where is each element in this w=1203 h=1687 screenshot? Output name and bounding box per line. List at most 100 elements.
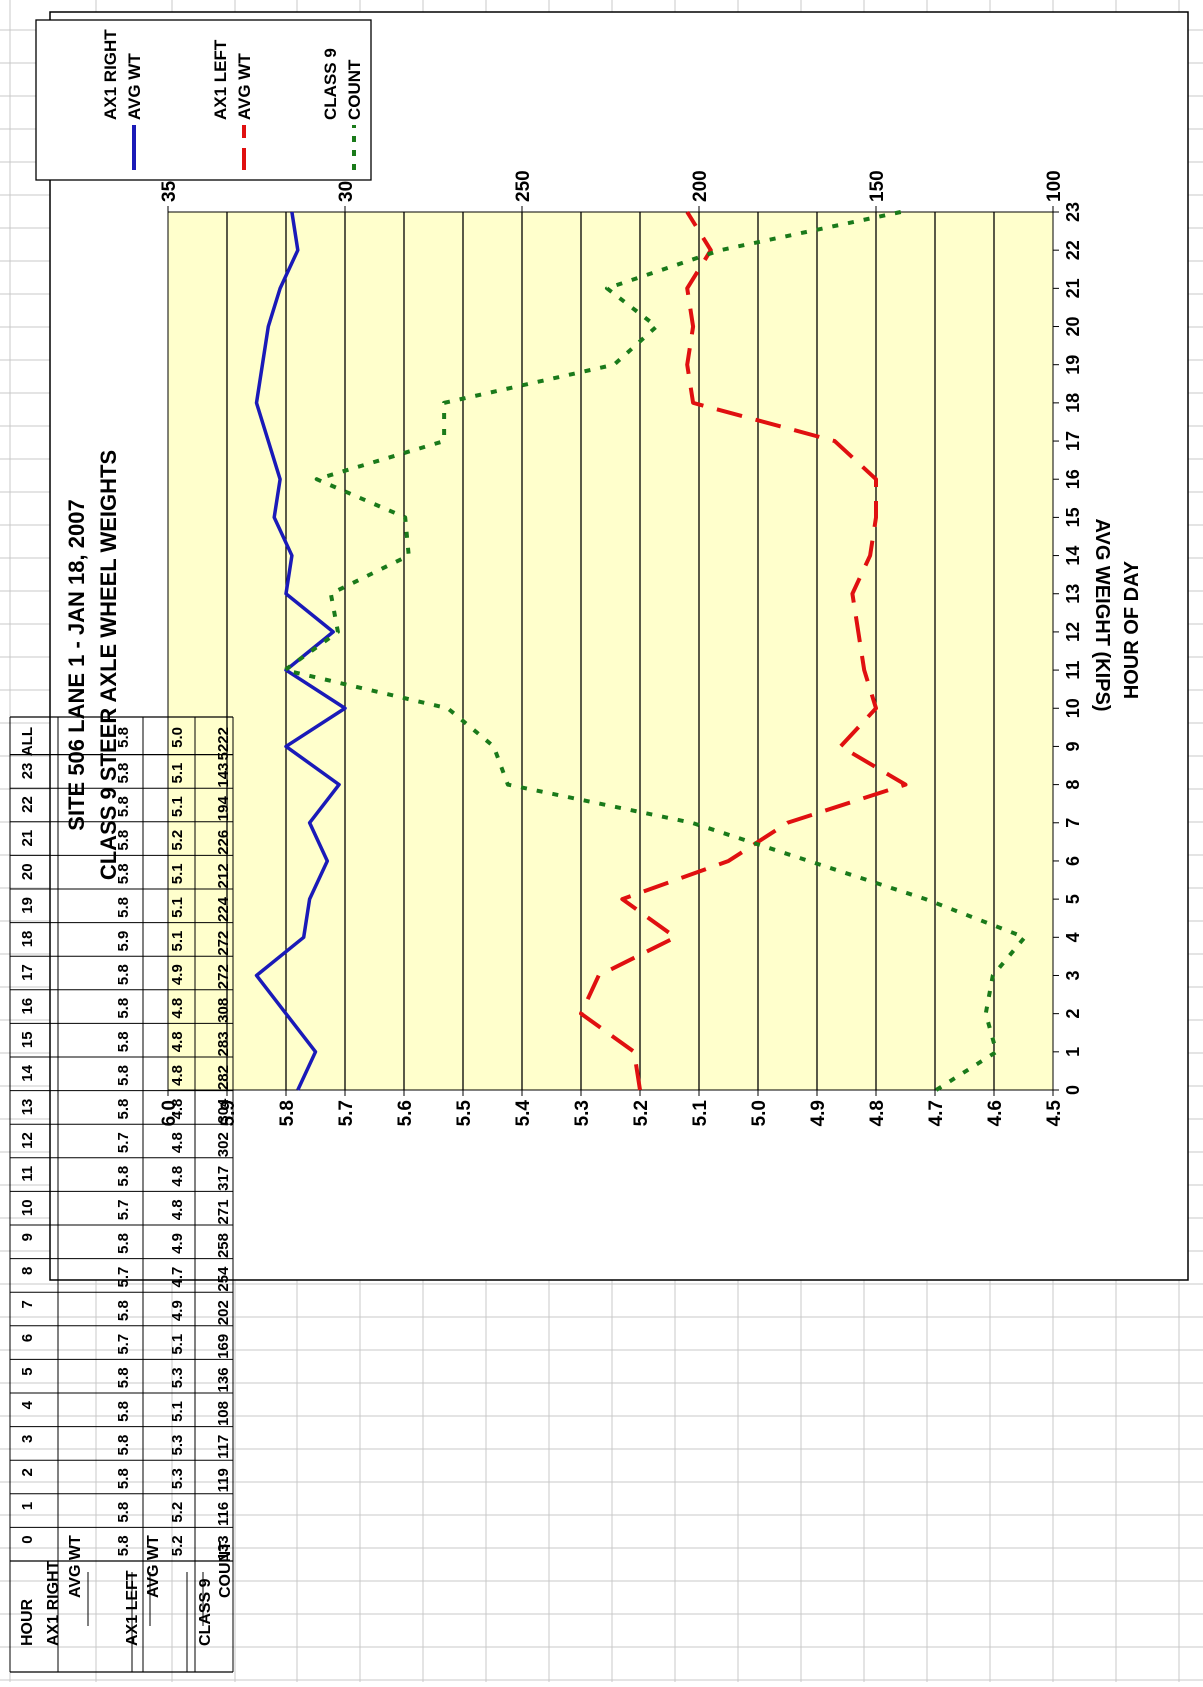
y-tick-label: 5.1 [690, 1100, 711, 1127]
table-total: ALL [19, 727, 36, 756]
y-tick-label: 5.2 [631, 1100, 652, 1126]
table-cell: 116 [215, 1502, 232, 1526]
table-cell: 5.8 [115, 1099, 132, 1120]
table-cell: 1 [19, 1502, 36, 1510]
x-tick-label: 0 [1063, 1085, 1083, 1095]
table-cell: 272 [215, 964, 232, 989]
y-tick-label: 5.5 [454, 1100, 475, 1127]
y-axis-label: AVG WEIGHT (KIPS) [1091, 519, 1113, 712]
x-tick-label: 21 [1063, 278, 1083, 298]
x-tick-label: 22 [1063, 240, 1083, 260]
chart-area: 6.0 5.9 5.8 5.7 5.6 5.5 5.4 5.3 5.2 5.1 5.0 4.9 4.8 4… [159, 170, 1083, 1126]
table-cell: 6 [19, 1334, 36, 1342]
y-tick-label: 5.6 [395, 1100, 416, 1126]
table-total: 5222 [215, 727, 232, 760]
table-cell: 133 [215, 1535, 232, 1560]
x-tick-label: 23 [1063, 202, 1083, 222]
x-tick-label: 5 [1063, 894, 1083, 904]
legend: AX1 RIGHT AVG WT AX1 LEFT AVG WT CLASS 9 COUN… [35, 19, 372, 181]
table-cell: 21 [19, 830, 36, 847]
table-cell: 5.1 [169, 931, 186, 952]
table-cell: 302 [215, 1132, 232, 1157]
series-line-0 [254, 211, 347, 1091]
legend-box [35, 19, 372, 181]
table-cell: 5.8 [115, 830, 132, 851]
table-cell: 5.8 [115, 863, 132, 884]
table-cell: 119 [215, 1468, 232, 1492]
table-cell: 5.8 [115, 1401, 132, 1422]
table-cell: 5.8 [115, 1435, 132, 1456]
table-cell: 5.1 [169, 1401, 186, 1422]
table-cell: 16 [19, 998, 36, 1015]
table-cell: 5.7 [115, 1132, 132, 1153]
table-cell: 282 [215, 1065, 232, 1090]
x-tick-label: 3 [1063, 970, 1083, 980]
table-cell: 117 [215, 1435, 232, 1459]
table-cell: 5.8 [115, 1031, 132, 1052]
y-tick-label: 4.7 [926, 1100, 947, 1126]
y2-tick-label: 100 [1044, 170, 1065, 202]
table-cell: 5.7 [115, 1267, 132, 1288]
table-cell: 4.9 [169, 964, 186, 985]
legend-label-line2: AVG WT [125, 53, 144, 120]
table-cell: 194 [215, 796, 232, 822]
table-cell: 5.8 [115, 1535, 132, 1556]
x-tick-label: 19 [1063, 355, 1083, 375]
y-tick-label: 5.3 [572, 1100, 593, 1126]
table-cell: 5.8 [115, 964, 132, 985]
x-tick-label: 4 [1063, 932, 1083, 942]
table-cell: 4.8 [169, 1099, 186, 1120]
table-header-sub: COUNT [217, 1541, 234, 1598]
table-header: CLASS 9 [197, 1578, 214, 1646]
table-cell: 5.8 [115, 1367, 132, 1388]
x-axis-label: HOUR OF DAY [1121, 560, 1143, 699]
x-tick-label: 16 [1063, 469, 1083, 489]
x-tick-label: 8 [1063, 780, 1083, 790]
table-cell: 5.8 [115, 763, 132, 784]
table-cell: 308 [215, 998, 232, 1023]
table-cell: 18 [19, 931, 36, 948]
table-cell: 108 [215, 1401, 232, 1426]
table-cell: 12 [19, 1132, 36, 1149]
y-tick-label: 5.4 [513, 1100, 534, 1127]
table-cell: 4.9 [169, 1300, 186, 1321]
table-cell: 283 [215, 1031, 232, 1056]
table-cell: 2 [19, 1468, 36, 1476]
table-cell: 317 [215, 1166, 232, 1191]
y-tick-label: 4.5 [1044, 1100, 1065, 1127]
legend-label-line1: CLASS 9 [321, 48, 340, 120]
table-cell: 7 [19, 1300, 36, 1308]
table-cell: 22 [19, 796, 36, 813]
table-cell: 5.8 [115, 1233, 132, 1254]
table-cell: 5.1 [169, 863, 186, 884]
table-cell: 224 [215, 896, 232, 922]
table-cell: 17 [19, 964, 36, 981]
table-header-sub: AVG WT [67, 1535, 84, 1598]
table-cell: 5.3 [169, 1367, 186, 1388]
table-cell: 4.9 [169, 1233, 186, 1254]
chart-title: SITE 506 LANE 1 - JAN 18, 2007 [64, 499, 89, 830]
legend-label-line2: COUNT [345, 59, 364, 120]
table-cell: 212 [215, 863, 232, 888]
x-tick-label: 15 [1063, 507, 1083, 527]
table-header: HOUR [19, 1598, 36, 1646]
table-cell: 226 [215, 830, 232, 855]
table-cell: 5.2 [169, 1535, 186, 1556]
x-tick-label: 13 [1063, 584, 1083, 604]
table-cell: 5.9 [115, 931, 132, 952]
table-cell: 202 [215, 1300, 232, 1325]
table-cell: 5.3 [169, 1468, 186, 1489]
x-tick-label: 12 [1063, 622, 1083, 642]
table-cell: 14 [19, 1064, 36, 1081]
x-tick-label: 1 [1063, 1047, 1083, 1057]
table-cell: 5.8 [115, 1166, 132, 1187]
x-tick-label: 17 [1063, 431, 1083, 451]
table-cell: 20 [19, 863, 36, 880]
table-cell: 304 [215, 1098, 232, 1124]
table-cell: 4.8 [169, 1065, 186, 1086]
y-tick-label: 4.8 [867, 1100, 888, 1126]
table-cell: 5.8 [115, 1300, 132, 1321]
x-tick-label: 11 [1063, 661, 1083, 680]
